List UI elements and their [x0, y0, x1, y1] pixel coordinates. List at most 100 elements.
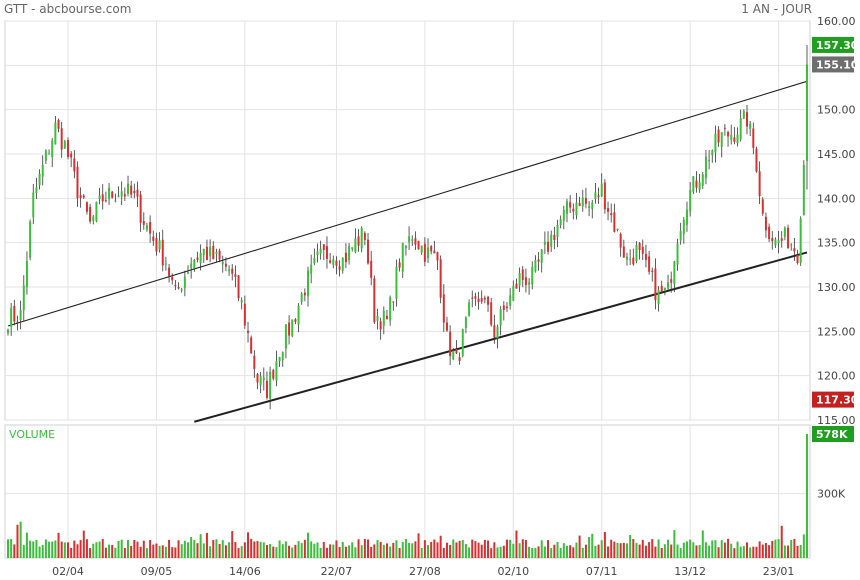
- candle-body: [525, 277, 527, 285]
- candle-body: [787, 228, 789, 248]
- volume-bar: [478, 543, 480, 558]
- volume-bar: [610, 540, 612, 558]
- x-tick-label: 07/11: [586, 565, 618, 578]
- volume-bar: [433, 540, 435, 558]
- volume-bar: [414, 541, 416, 558]
- trendline-group: [8, 81, 807, 421]
- candle-body: [481, 298, 483, 302]
- candle-body: [500, 309, 502, 325]
- candle-body: [635, 245, 637, 261]
- candle-body: [512, 286, 514, 301]
- candle-body: [695, 181, 697, 188]
- volume-bar: [800, 545, 802, 558]
- candle-body: [316, 252, 318, 256]
- candle-body: [730, 135, 732, 140]
- candle-body: [320, 249, 322, 254]
- candle-body: [437, 252, 439, 260]
- candle-body: [209, 247, 211, 257]
- volume-bar: [225, 545, 227, 558]
- volume-bar: [250, 539, 252, 558]
- volume-bar: [358, 539, 360, 558]
- volume-bar: [200, 534, 202, 558]
- volume-bar: [721, 540, 723, 558]
- volume-bar: [155, 544, 157, 558]
- candle-body: [118, 196, 120, 197]
- volume-bar: [168, 540, 170, 558]
- candle-body: [478, 299, 480, 303]
- candle-body: [800, 219, 802, 263]
- volume-bar: [76, 544, 78, 558]
- candle-body: [594, 192, 596, 199]
- volume-bar: [212, 540, 214, 558]
- volume-bar: [446, 543, 448, 558]
- volume-bar: [42, 545, 44, 558]
- volume-bar: [89, 548, 91, 558]
- volume-bar: [620, 543, 622, 558]
- candle-body: [455, 349, 457, 353]
- high-badge-text: 157.30: [816, 39, 859, 52]
- candle-body: [181, 289, 183, 290]
- x-tick-label: 23/01: [763, 565, 795, 578]
- candle-body: [298, 306, 300, 325]
- volume-bar: [136, 542, 138, 558]
- candle-body: [509, 295, 511, 306]
- volume-bar: [149, 540, 151, 558]
- volume-bar: [310, 541, 312, 558]
- volume-bar: [386, 543, 388, 558]
- candle-body: [689, 190, 691, 211]
- volume-tick-label: 300K: [817, 488, 846, 501]
- candle-body: [39, 174, 41, 185]
- volume-bar: [525, 540, 527, 558]
- volume-bar: [626, 543, 628, 558]
- volume-bar: [740, 547, 742, 558]
- volume-bar: [291, 547, 293, 558]
- candle-body: [620, 234, 622, 248]
- volume-bar: [190, 537, 192, 558]
- candle-body: [582, 198, 584, 207]
- volume-bar: [351, 542, 353, 558]
- volume-bar: [335, 540, 337, 558]
- candle-body: [702, 174, 704, 186]
- candle-body: [80, 195, 82, 198]
- volume-bar: [332, 545, 334, 558]
- volume-bar: [654, 547, 656, 558]
- candle-body: [585, 198, 587, 204]
- candle-body: [452, 351, 454, 360]
- volume-bar: [383, 545, 385, 558]
- volume-bar: [572, 547, 574, 558]
- candle-body: [803, 165, 805, 215]
- candle-body: [493, 325, 495, 337]
- volume-bar: [361, 545, 363, 558]
- volume-bar: [345, 547, 347, 558]
- candle-body: [29, 222, 31, 258]
- candle-body: [58, 120, 60, 129]
- candle-body: [626, 257, 628, 260]
- volume-bar: [23, 545, 25, 558]
- candle-body: [724, 128, 726, 129]
- candle-body: [307, 271, 309, 297]
- volume-bar: [733, 548, 735, 558]
- candle-body: [238, 276, 240, 299]
- volume-bar: [493, 542, 495, 558]
- volume-bar: [617, 543, 619, 558]
- candle-body: [598, 195, 600, 197]
- volume-bar: [746, 542, 748, 558]
- candle-body: [389, 297, 391, 320]
- candle-body: [680, 231, 682, 240]
- volume-bar: [765, 543, 767, 558]
- volume-bar: [7, 539, 9, 558]
- candle-body: [714, 134, 716, 153]
- candle-body: [35, 187, 37, 193]
- candle-body: [639, 243, 641, 250]
- candle-body: [686, 210, 688, 225]
- last-badge-text: 155.10: [816, 58, 859, 71]
- candle-body: [408, 236, 410, 242]
- candle-body: [563, 210, 565, 221]
- volume-bar: [389, 547, 391, 558]
- candle-body: [73, 159, 75, 172]
- candle-body: [490, 302, 492, 324]
- candle-body: [790, 245, 792, 246]
- candle-body: [468, 302, 470, 316]
- candle-body: [629, 259, 631, 260]
- candle-body: [402, 243, 404, 272]
